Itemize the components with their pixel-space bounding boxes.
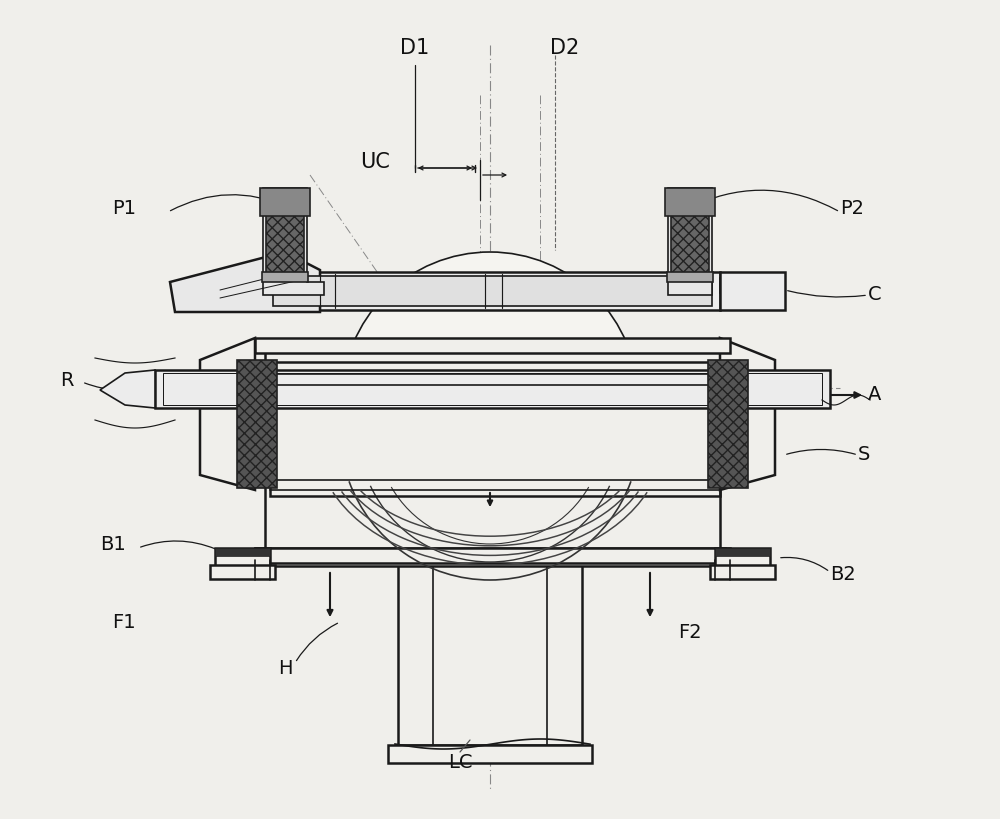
Text: A: A [868,386,881,405]
Bar [708,360,748,488]
Text: F1: F1 [112,613,136,631]
Bar [270,362,720,496]
Bar [667,272,713,282]
Bar [665,188,715,216]
Text: H: H [278,658,292,677]
Text: B1: B1 [100,536,126,554]
Bar [266,215,304,275]
Text: D1: D1 [400,38,430,58]
Bar [388,745,592,763]
Bar [210,565,275,579]
Text: S: S [858,446,870,464]
Bar [265,345,720,560]
Bar [720,272,785,310]
Bar [255,548,730,563]
Polygon shape [170,252,320,312]
Bar [155,370,830,408]
Text: R: R [60,370,74,390]
Bar [215,548,270,556]
Bar [255,338,730,353]
Text: B2: B2 [830,565,856,585]
Text: F2: F2 [678,622,702,641]
Bar [715,548,770,568]
Bar [260,188,310,216]
Polygon shape [668,188,712,295]
Circle shape [342,252,638,548]
Bar [237,360,277,488]
Polygon shape [720,338,775,490]
Bar [163,373,822,405]
Polygon shape [263,188,324,295]
Text: P1: P1 [112,198,136,218]
Text: C: C [868,286,882,305]
Text: LC: LC [448,753,472,772]
Bar [398,560,582,745]
Text: P2: P2 [840,198,864,218]
Text: D2: D2 [550,38,580,58]
Bar [715,548,770,556]
Bar [273,276,712,306]
Bar [720,278,785,293]
Polygon shape [100,370,155,408]
Bar [710,565,775,579]
Bar [262,272,308,282]
Bar [671,215,709,275]
Bar [215,548,270,568]
Polygon shape [200,338,255,490]
Bar [265,272,720,310]
Bar [255,548,725,566]
Text: UC: UC [360,152,390,172]
